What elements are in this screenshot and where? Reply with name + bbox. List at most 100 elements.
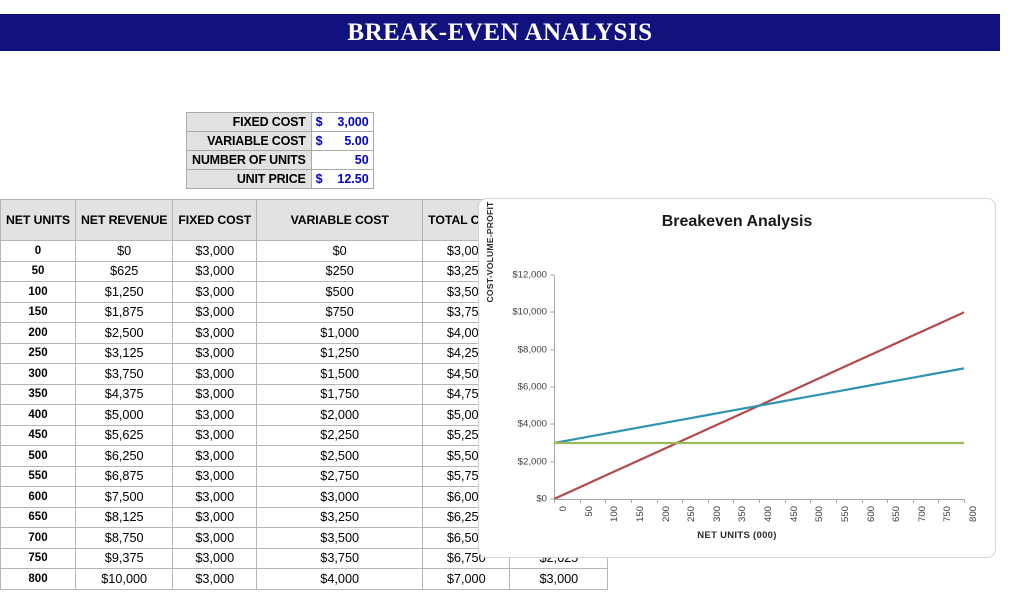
table-cell: $3,750 — [256, 547, 424, 569]
chart-x-tick-mark — [656, 499, 658, 503]
table-cell: $7,500 — [75, 486, 174, 508]
input-row: VARIABLE COST $5.00 — [186, 131, 374, 151]
table-cell: $1,875 — [75, 301, 174, 323]
chart-x-tick-label: 650 — [891, 506, 903, 523]
cell-net-units: 500 — [0, 445, 77, 467]
chart-y-tick-label: $4,000 — [517, 418, 547, 430]
column-header-net-units: NET UNITS — [0, 199, 77, 241]
input-row: FIXED COST $3,000 — [186, 112, 374, 132]
chart-x-tick-label: 0 — [558, 506, 569, 512]
table-cell: $3,000 — [509, 568, 609, 590]
chart-x-tick-label: 500 — [814, 506, 826, 523]
chart-y-tick-label: $8,000 — [517, 344, 547, 356]
table-cell: $2,000 — [256, 404, 424, 426]
chart-x-tick-label: 700 — [916, 506, 928, 523]
chart-y-tick-label: $10,000 — [512, 306, 547, 318]
cell-net-units: 350 — [0, 383, 77, 405]
cell-net-units: 200 — [0, 322, 77, 344]
cell-net-units: 700 — [0, 527, 77, 549]
chart-x-tick-mark — [861, 499, 863, 503]
chart-x-tick-label: 100 — [609, 506, 621, 523]
chart-x-tick-label: 400 — [763, 506, 774, 523]
table-cell: $3,000 — [172, 322, 258, 344]
table-cell: $2,750 — [256, 465, 424, 487]
table-cell: $1,000 — [256, 322, 424, 344]
table-cell: $625 — [75, 260, 174, 282]
input-row: NUMBER OF UNITS 50 — [186, 150, 374, 170]
cell-net-units: 550 — [0, 465, 77, 487]
cell-net-units: 600 — [0, 486, 77, 508]
input-parameters-table: FIXED COST $3,000 VARIABLE COST $5.00 NUMBER… — [186, 112, 374, 189]
chart-y-tick-mark — [550, 311, 554, 313]
cell-net-units: 450 — [0, 424, 77, 446]
chart-x-tick-mark — [835, 499, 837, 503]
chart-x-tick-mark — [759, 499, 760, 503]
chart-x-tick-mark — [964, 499, 965, 503]
table-cell: $3,000 — [172, 260, 258, 282]
table-cell: $2,500 — [75, 322, 174, 344]
table-cell: $5,000 — [75, 404, 174, 426]
input-value-cell[interactable]: $3,000 — [310, 112, 374, 132]
currency-symbol: $ — [315, 172, 323, 186]
chart-x-tick-mark — [938, 499, 940, 503]
table-row: 650$8,125$3,000$3,250$6,250$1,875 — [0, 506, 609, 528]
chart-x-tick-mark — [707, 499, 709, 503]
cell-net-units: 750 — [0, 547, 77, 569]
column-header-net-revenue: NET REVENUE — [75, 199, 174, 241]
currency-symbol: $ — [315, 134, 323, 148]
chart-y-tick-mark — [550, 423, 554, 425]
page-banner: BREAK-EVEN ANALYSIS — [0, 14, 1000, 51]
table-cell: $3,000 — [172, 240, 258, 262]
chart-plot-area: $0 $2,000 $4,000 $6,000 $8,000 $10,000 $12,000… — [512, 270, 979, 523]
input-value: 3,000 — [337, 115, 369, 129]
chart-x-tick-label: 450 — [788, 506, 800, 523]
cell-net-units: 0 — [0, 240, 77, 262]
chart-y-tick-label: $6,000 — [517, 381, 547, 393]
chart-y-tick-mark — [550, 349, 554, 351]
chart-y-tick-mark — [550, 461, 554, 463]
table-cell: $500 — [256, 281, 424, 303]
input-value-cell[interactable]: $5.00 — [310, 131, 374, 151]
table-cell: $3,000 — [172, 424, 258, 446]
chart-x-tick-mark — [579, 499, 581, 503]
table-cell: $6,250 — [75, 445, 174, 467]
cell-net-units: 250 — [0, 342, 77, 364]
input-value-cell[interactable]: $12.50 — [310, 169, 374, 189]
chart-x-axis-title: NET UNITS (000) — [697, 530, 777, 541]
chart-y-tick-mark — [550, 274, 554, 276]
chart-x-tick-label: 750 — [942, 506, 954, 523]
table-row: 800 $10,000 $3,000 $4,000 $7,000 $3,000 — [0, 568, 609, 590]
chart-y-tick-mark — [550, 386, 554, 388]
chart-x-tick-mark — [630, 499, 632, 503]
table-cell: $3,000 — [172, 465, 258, 487]
table-cell: $3,750 — [75, 363, 174, 385]
table-cell: $1,250 — [256, 342, 424, 364]
table-cell: $0 — [75, 240, 174, 262]
table-cell: $3,000 — [172, 342, 258, 364]
breakeven-chart-panel: Breakeven Analysis COST-VOLUME-PROFIT NE… — [478, 198, 996, 558]
input-label: FIXED COST — [186, 112, 312, 132]
input-value: 5.00 — [344, 134, 369, 148]
table-cell: $7,000 — [422, 568, 511, 590]
input-value-cell[interactable]: 50 — [310, 150, 374, 170]
table-cell: $250 — [256, 260, 424, 282]
chart-x-tick-label: 600 — [865, 506, 877, 523]
table-cell: $3,000 — [172, 383, 258, 405]
chart-x-tick-mark — [605, 499, 607, 503]
chart-x-tick-label: 150 — [634, 506, 646, 523]
chart-y-axis-line — [554, 275, 555, 500]
chart-x-tick-mark — [784, 499, 786, 503]
chart-y-tick-label: $2,000 — [517, 456, 547, 468]
column-header-variable-cost: VARIABLE COST — [256, 199, 424, 241]
currency-symbol: $ — [315, 115, 323, 129]
input-value: 12.50 — [337, 172, 369, 186]
chart-x-tick-label: 350 — [737, 506, 749, 523]
table-cell: $750 — [256, 301, 424, 323]
chart-y-tick-label: $0 — [536, 493, 547, 505]
cell-net-units: 400 — [0, 404, 77, 426]
chart-x-tick-label: 50 — [583, 506, 595, 517]
table-cell: $3,000 — [172, 301, 258, 323]
chart-x-tick-label: 250 — [686, 506, 698, 523]
table-cell: $1,750 — [256, 383, 424, 405]
table-cell: $6,875 — [75, 465, 174, 487]
